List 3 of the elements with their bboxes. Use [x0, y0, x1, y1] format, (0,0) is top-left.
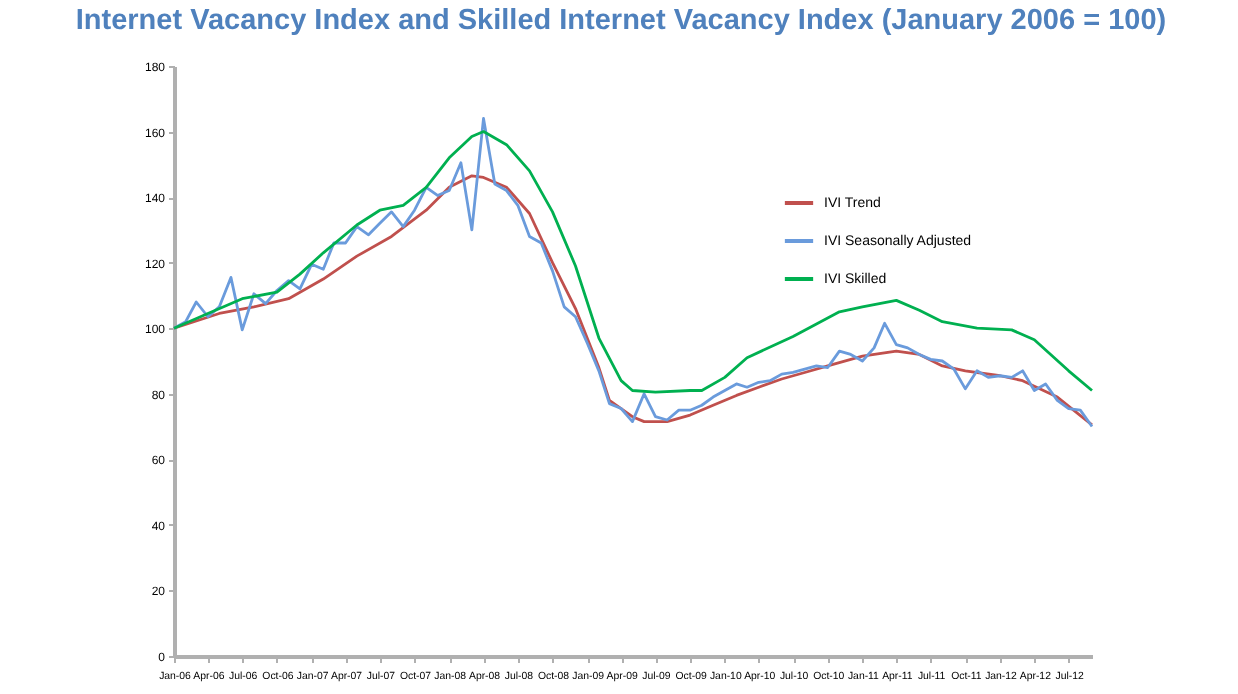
line-series: [172, 130, 1094, 394]
line-series: [172, 117, 1094, 428]
chart-title: Internet Vacancy Index and Skilled Internet Vacancy Index (January 2006 = 100): [75, 5, 1167, 37]
